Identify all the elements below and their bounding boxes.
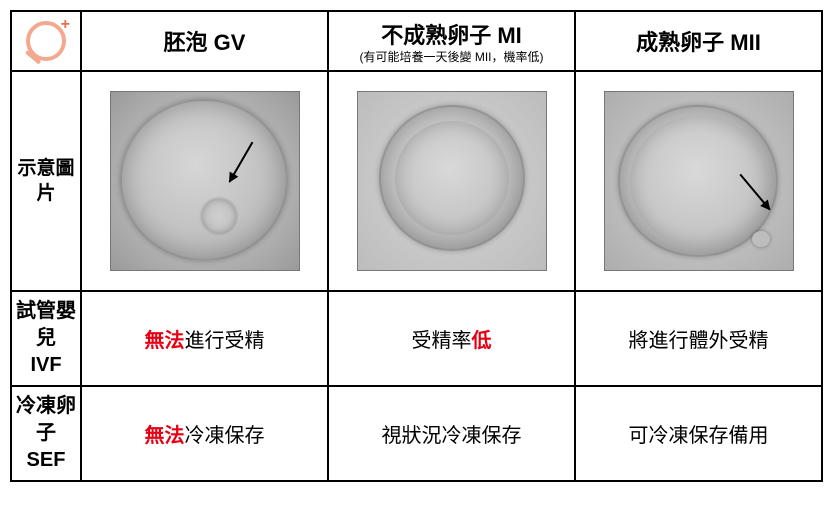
cell-text: 受精率	[412, 330, 472, 352]
logo-cell: +	[11, 11, 81, 71]
row-label-en: SEF	[27, 449, 66, 471]
highlight-text: 低	[472, 330, 492, 352]
highlight-text: 無法	[145, 330, 185, 352]
row-label-text: 試管嬰兒	[16, 300, 76, 349]
image-cell-mi	[328, 71, 575, 291]
cell-text: 將進行體外受精	[629, 330, 769, 352]
ivf-mi-cell: 受精率低	[328, 291, 575, 386]
row-label-en: IVF	[30, 354, 61, 376]
sef-row: 冷凍卵子 SEF 無法冷凍保存 視狀況冷凍保存 可冷凍保存備用	[11, 386, 822, 481]
cell-text: 進行受精	[185, 330, 265, 352]
mii-oocyte-diagram	[604, 91, 794, 271]
ivf-mii-cell: 將進行體外受精	[575, 291, 822, 386]
image-cell-gv	[81, 71, 328, 291]
cell-text: 冷凍保存	[185, 425, 265, 447]
col-header-gv: 胚泡 GV	[81, 11, 328, 71]
oocyte-maturity-table: + 胚泡 GV 不成熟卵子 MI (有可能培養一天後變 MII，機率低) 成熟卵…	[10, 10, 823, 482]
image-cell-mii	[575, 71, 822, 291]
row-label-text: 示意圖片	[17, 158, 74, 205]
col-title: 不成熟卵子 MI	[381, 23, 522, 48]
ivf-gv-cell: 無法進行受精	[81, 291, 328, 386]
sef-mii-cell: 可冷凍保存備用	[575, 386, 822, 481]
col-header-mii: 成熟卵子 MII	[575, 11, 822, 71]
fertility-logo-icon: +	[26, 21, 66, 61]
image-row: 示意圖片	[11, 71, 822, 291]
col-title: 成熟卵子 MII	[636, 30, 761, 55]
header-row: + 胚泡 GV 不成熟卵子 MI (有可能培養一天後變 MII，機率低) 成熟卵…	[11, 11, 822, 71]
sef-mi-cell: 視狀況冷凍保存	[328, 386, 575, 481]
row-label-text: 冷凍卵子	[16, 395, 76, 444]
col-title: 胚泡 GV	[164, 30, 246, 55]
cell-text: 視狀況冷凍保存	[382, 425, 522, 447]
row-label-sef: 冷凍卵子 SEF	[11, 386, 81, 481]
row-label-image: 示意圖片	[11, 71, 81, 291]
gv-oocyte-diagram	[110, 91, 300, 271]
ivf-row: 試管嬰兒 IVF 無法進行受精 受精率低 將進行體外受精	[11, 291, 822, 386]
col-subtitle: (有可能培養一天後變 MII，機率低)	[333, 50, 570, 64]
col-header-mi: 不成熟卵子 MI (有可能培養一天後變 MII，機率低)	[328, 11, 575, 71]
highlight-text: 無法	[145, 425, 185, 447]
sef-gv-cell: 無法冷凍保存	[81, 386, 328, 481]
mi-oocyte-diagram	[357, 91, 547, 271]
row-label-ivf: 試管嬰兒 IVF	[11, 291, 81, 386]
cell-text: 可冷凍保存備用	[629, 425, 769, 447]
